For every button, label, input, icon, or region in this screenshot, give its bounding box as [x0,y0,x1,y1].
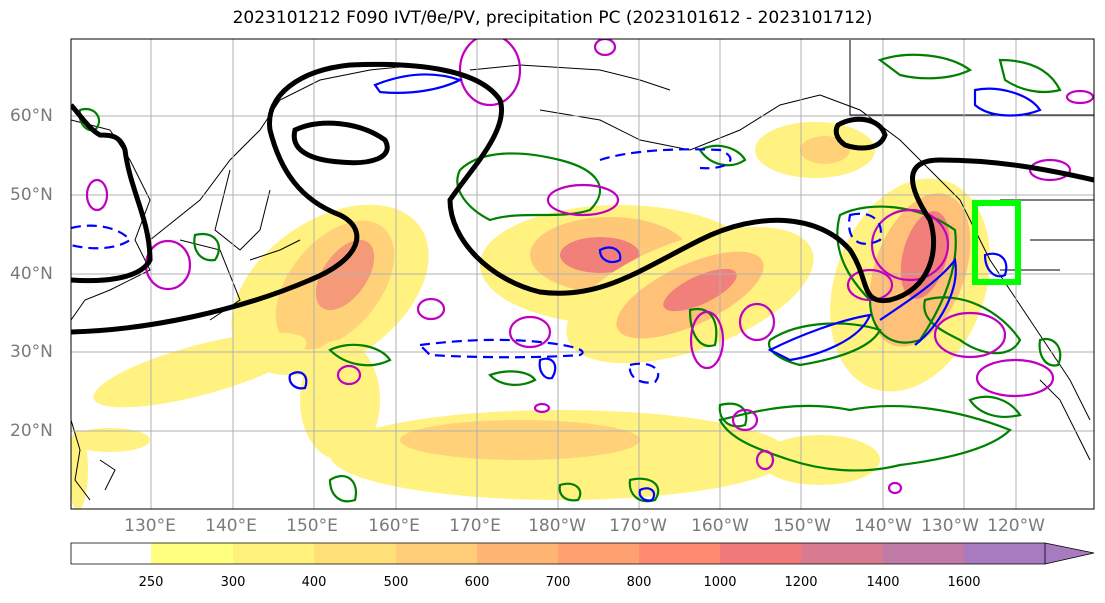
colorbar-tick-label: 600 [465,575,490,590]
lon-label: 140°E [205,516,257,536]
lat-label-60n: 60°N [10,106,53,126]
colorbar-tick-label: 1600 [947,575,980,590]
colorbar-tick-label: 500 [384,575,409,590]
lat-label-50n: 50°N [10,185,53,205]
lon-label: 130°W [921,516,979,536]
colorbar-tick-label: 1200 [784,575,817,590]
colorbar-tick-label: 1400 [866,575,899,590]
lon-label: 120°W [987,516,1045,536]
colorbar-tick-label: 250 [139,575,164,590]
lat-label-30n: 30°N [10,342,53,362]
colorbar [71,543,1094,564]
lat-label-40n: 40°N [10,264,53,284]
colorbar-tick-label: 800 [627,575,652,590]
lon-label: 140°W [854,516,912,536]
lon-label: 160°W [691,516,749,536]
lon-label: 180°W [528,516,586,536]
lon-label: 150°E [286,516,338,536]
colorbar-tick-label: 1000 [703,575,736,590]
lon-label: 170°W [609,516,667,536]
lon-label: 170°E [449,516,501,536]
colorbar-tick-label: 700 [546,575,571,590]
lat-label-20n: 20°N [10,421,53,441]
colorbar-tick-label: 300 [221,575,246,590]
lon-label: 150°W [773,516,831,536]
lon-label: 160°E [368,516,420,536]
lon-label: 130°E [124,516,176,536]
colorbar-tick-label: 400 [302,575,327,590]
